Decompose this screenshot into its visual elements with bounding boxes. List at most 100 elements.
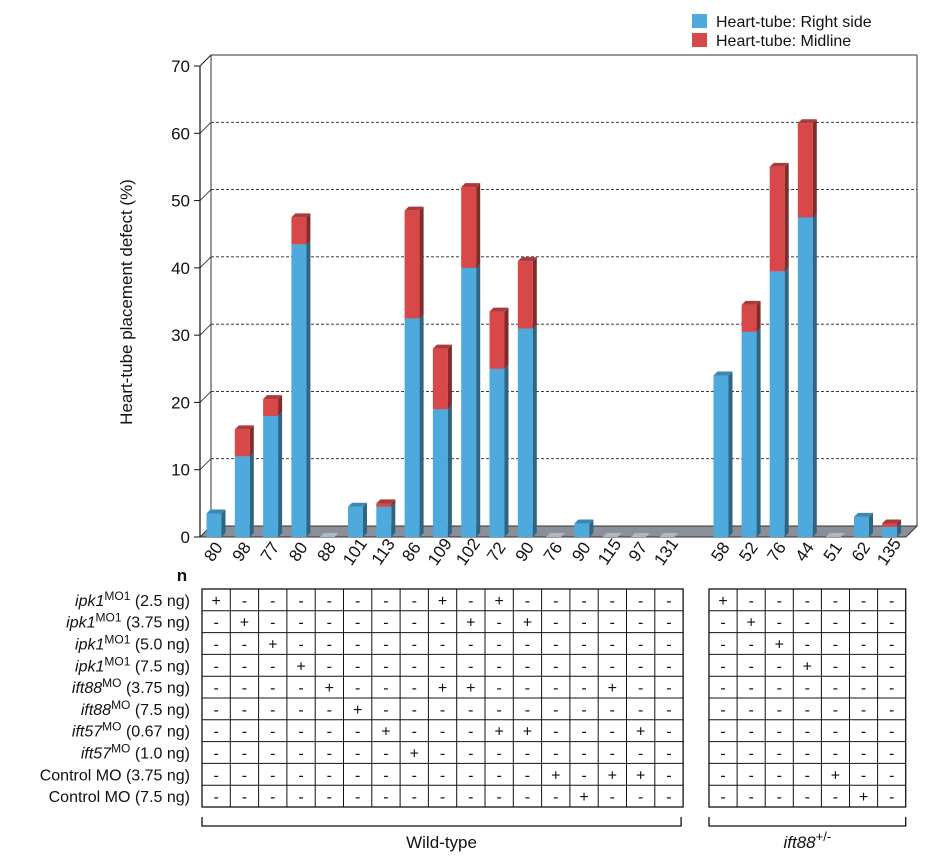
group-bracket: [708, 817, 907, 827]
cell-minus: -: [553, 637, 558, 654]
bar-empty: [825, 533, 845, 537]
cell-minus: -: [270, 702, 275, 719]
bar-right-side: [234, 452, 254, 537]
cell-minus: -: [412, 789, 417, 806]
cell-minus: -: [581, 593, 586, 610]
cell-minus: -: [383, 702, 388, 719]
bar-right-side: [713, 371, 733, 537]
cell-minus: -: [833, 724, 838, 741]
cell-minus: -: [748, 593, 753, 610]
cell-minus: -: [355, 593, 360, 610]
legend: Heart-tube: Right side Heart-tube: Midlin…: [692, 14, 872, 50]
cell-minus: -: [861, 615, 866, 632]
bar-right-side: [741, 327, 761, 537]
cell-minus: -: [525, 658, 530, 675]
x-tick-label: 51: [820, 539, 846, 565]
cell-minus: -: [777, 767, 782, 784]
cell-minus: -: [440, 746, 445, 763]
cell-minus: -: [412, 658, 417, 675]
cell-minus: -: [383, 637, 388, 654]
cell-minus: -: [496, 680, 501, 697]
cell-minus: -: [298, 615, 303, 632]
cell-minus: -: [327, 767, 332, 784]
x-tick-label: 72: [483, 539, 509, 565]
x-tick-label: 52: [735, 539, 761, 565]
cell-minus: -: [777, 702, 782, 719]
table-row-label: ift57MO (1.0 ng): [81, 742, 190, 763]
cell-minus: -: [327, 789, 332, 806]
cell-minus: -: [638, 637, 643, 654]
cell-minus: -: [553, 593, 558, 610]
tick-diag: [199, 189, 212, 201]
cell-plus: +: [803, 658, 812, 675]
group-label: ift88+/-: [784, 829, 832, 852]
cell-plus: +: [523, 724, 532, 741]
cell-minus: -: [496, 746, 501, 763]
cell-plus: +: [831, 767, 840, 784]
bar-right-side: [489, 364, 509, 537]
bar-right-side: [348, 502, 367, 537]
cell-minus: -: [553, 658, 558, 675]
cell-plus: +: [268, 637, 277, 654]
cell-minus: -: [805, 680, 810, 697]
cell-minus: -: [666, 637, 671, 654]
cell-minus: -: [833, 746, 838, 763]
cell-plus: +: [859, 789, 868, 806]
cell-minus: -: [213, 789, 218, 806]
cell-minus: -: [468, 658, 473, 675]
cell-minus: -: [610, 702, 615, 719]
cell-plus: +: [325, 680, 334, 697]
cell-minus: -: [638, 615, 643, 632]
cell-plus: +: [523, 615, 532, 632]
gridlines: [199, 54, 917, 471]
cell-minus: -: [638, 746, 643, 763]
bar-midline: [263, 395, 283, 416]
x-tick-label: 77: [257, 539, 283, 565]
cell-minus: -: [748, 724, 753, 741]
group-bracket: [201, 817, 682, 827]
cell-minus: -: [889, 789, 894, 806]
cell-minus: -: [468, 746, 473, 763]
x-tick-label: 62: [848, 539, 874, 565]
cell-minus: -: [748, 637, 753, 654]
cell-minus: -: [666, 702, 671, 719]
bar-right-side: [206, 509, 226, 537]
cell-minus: -: [777, 615, 782, 632]
x-tick-label: 90: [512, 539, 538, 565]
cell-minus: -: [581, 658, 586, 675]
cell-minus: -: [861, 637, 866, 654]
bar-right-side: [797, 213, 817, 537]
cell-minus: -: [805, 767, 810, 784]
cell-minus: -: [298, 767, 303, 784]
cell-minus: -: [468, 637, 473, 654]
cell-minus: -: [327, 658, 332, 675]
cell-minus: -: [748, 658, 753, 675]
cell-minus: -: [666, 767, 671, 784]
cell-plus: +: [240, 615, 249, 632]
legend-label: Heart-tube: Midline: [716, 33, 851, 50]
bar-right-side: [404, 314, 424, 537]
cell-minus: -: [666, 746, 671, 763]
cell-minus: -: [525, 767, 530, 784]
x-tick-label: 90: [568, 539, 594, 565]
cell-minus: -: [666, 593, 671, 610]
cell-plus: +: [296, 658, 305, 675]
cell-plus: +: [551, 767, 560, 784]
cell-minus: -: [861, 767, 866, 784]
bars: [206, 119, 902, 538]
cell-minus: -: [833, 593, 838, 610]
cell-minus: -: [889, 724, 894, 741]
bar-empty: [602, 533, 622, 537]
cell-minus: -: [666, 658, 671, 675]
bar-right-side: [769, 267, 789, 537]
cell-plus: +: [381, 724, 390, 741]
cell-minus: -: [270, 680, 275, 697]
cell-minus: -: [889, 593, 894, 610]
cell-minus: -: [412, 637, 417, 654]
cell-minus: -: [270, 767, 275, 784]
cell-minus: -: [242, 702, 247, 719]
cell-minus: -: [412, 615, 417, 632]
cell-minus: -: [861, 724, 866, 741]
cell-minus: -: [383, 789, 388, 806]
cell-minus: -: [581, 637, 586, 654]
